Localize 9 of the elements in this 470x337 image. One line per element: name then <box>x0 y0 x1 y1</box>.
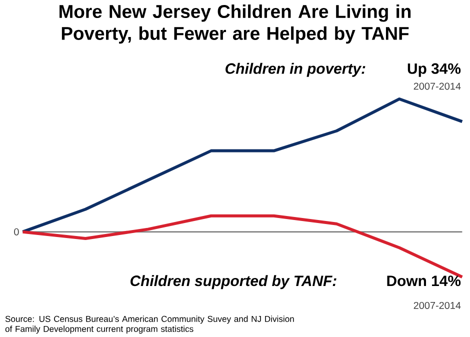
source-note: Source: US Census Bureau’s American Community Suvey and NJ Division of Family Development current program statistics <box>5 316 294 334</box>
text: 2007-2014 <box>414 82 461 90</box>
annotation: Down 14% <box>387 276 461 286</box>
text: Up 34% <box>408 63 461 77</box>
text: Children supported by TANF: <box>130 275 336 290</box>
text: 2007-2014 <box>414 302 461 310</box>
ref-line-label: 0 <box>14 228 19 236</box>
text: Children in poverty: <box>226 63 366 77</box>
chart-title: More New Jersey Children Are Living in Poverty, but Fewer are Helped by TANF <box>60 4 411 44</box>
